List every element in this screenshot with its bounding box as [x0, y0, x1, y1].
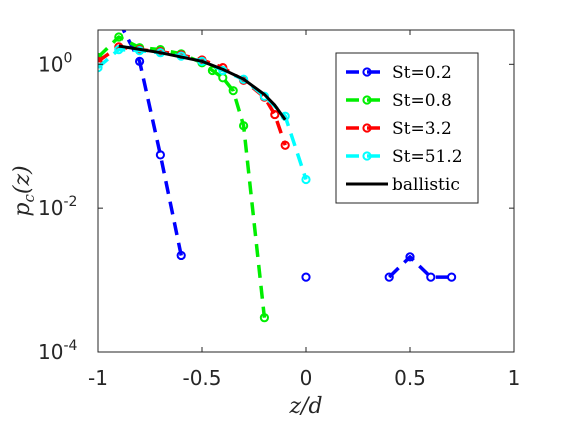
legend-label: ballistic: [392, 175, 460, 195]
data-point: [228, 86, 238, 96]
legend-marker: [362, 151, 372, 161]
data-point: [176, 250, 186, 261]
data-point: [384, 272, 394, 282]
data-point: [280, 140, 290, 150]
series-line: [387, 255, 452, 279]
data-point: [447, 272, 457, 282]
y-tick-label: 100: [38, 50, 72, 76]
y-axis-title: pc(z): [10, 165, 38, 216]
data-point: [135, 56, 145, 66]
data-point: [405, 252, 415, 262]
legend-label: St=0.2: [392, 63, 452, 83]
x-axis-title: z/d: [288, 394, 322, 419]
legend-box: [335, 52, 479, 204]
legend-item: St=0.8: [346, 91, 452, 111]
x-tick-label: 1: [508, 366, 521, 390]
data-point: [259, 313, 269, 323]
y-tick-label: 10-2: [38, 194, 77, 220]
series-line: [118, 44, 287, 121]
series-ballistic: [118, 44, 287, 121]
legend: St=0.2 St=0.8 St=3.2 St=51.2 ballistic: [335, 52, 479, 204]
legend-item: St=3.2: [346, 119, 452, 139]
y-tick-label: 10-4: [38, 338, 78, 364]
x-tick-label: 0.5: [394, 366, 426, 390]
legend-marker: [362, 67, 372, 77]
series-st-0-2: [115, 17, 457, 282]
legend-label: St=51.2: [392, 147, 463, 167]
legend-item: St=51.2: [346, 147, 463, 167]
data-point: [270, 109, 280, 120]
legend-marker: [362, 123, 372, 133]
data-point: [114, 32, 124, 42]
data-point: [301, 174, 311, 185]
x-tick-label: 0: [300, 366, 313, 390]
legend-marker: [362, 95, 372, 105]
legend-items: St=0.2 St=0.8 St=3.2 St=51.2 ballistic: [346, 63, 463, 195]
data-point: [426, 272, 436, 282]
series-layer: [98, 17, 457, 323]
x-tick-label: -1: [88, 366, 108, 390]
data-point: [115, 17, 122, 24]
data-point: [239, 121, 249, 131]
ticks-layer: -1 -0.5 0 0.5 1 10-4 10-2 100: [38, 30, 520, 390]
data-point: [239, 74, 249, 84]
legend-item: ballistic: [346, 175, 460, 195]
legend-item: St=0.2: [346, 63, 452, 83]
data-point: [301, 272, 311, 282]
series-line: [121, 30, 183, 256]
data-point: [155, 150, 165, 160]
legend-label: St=0.8: [392, 91, 452, 111]
legend-label: St=3.2: [392, 119, 452, 139]
x-tick-label: -0.5: [182, 366, 221, 390]
